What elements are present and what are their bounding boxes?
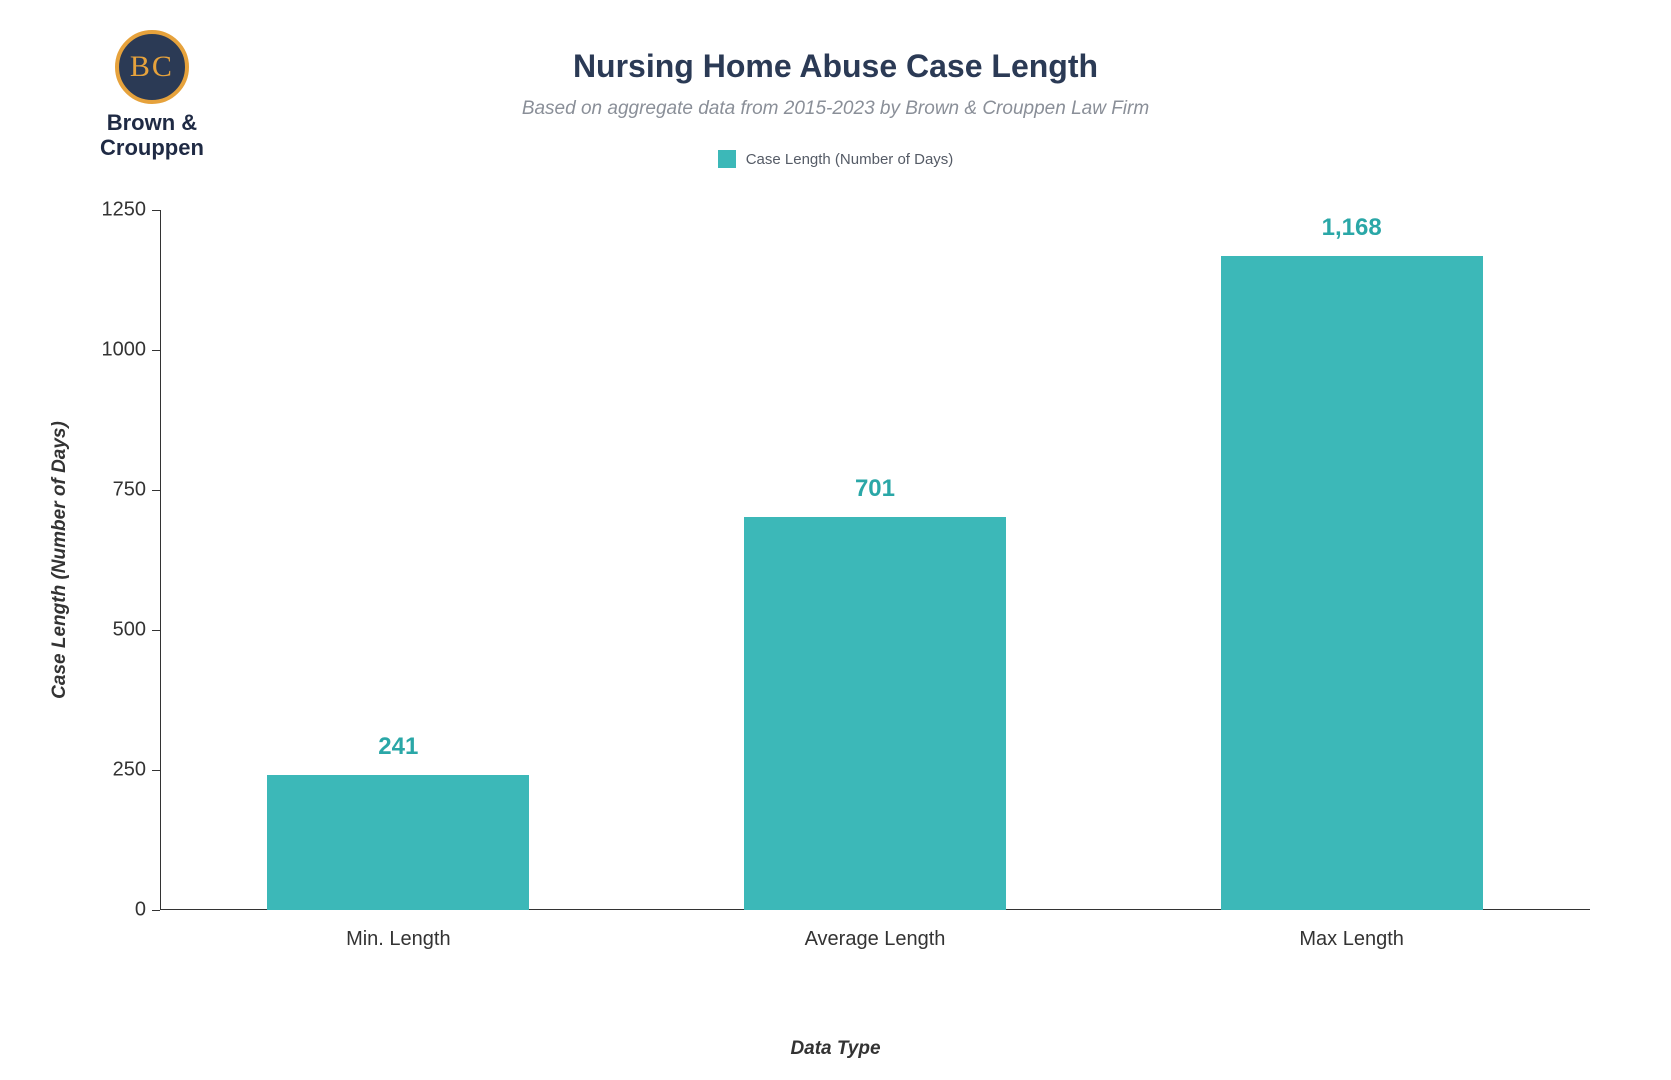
- x-axis-title: Data Type: [0, 1038, 1671, 1060]
- y-tick-mark: [152, 770, 160, 771]
- bar-value-label: 701: [855, 475, 895, 503]
- y-tick-label: 0: [135, 899, 146, 922]
- bar: 1,168: [1221, 256, 1483, 910]
- y-axis-title: Case Length (Number of Days): [49, 421, 71, 699]
- y-axis-line: [160, 210, 161, 910]
- y-tick-mark: [152, 910, 160, 911]
- chart-legend: Case Length (Number of Days): [0, 150, 1671, 168]
- y-tick-label: 1000: [102, 339, 147, 362]
- y-tick-mark: [152, 490, 160, 491]
- x-tick-label: Max Length: [1299, 928, 1404, 951]
- bar: 701: [744, 517, 1006, 910]
- legend-label: Case Length (Number of Days): [746, 151, 954, 168]
- y-tick-label: 500: [113, 619, 146, 642]
- bar-value-label: 241: [378, 733, 418, 761]
- y-tick-label: 1250: [102, 199, 147, 222]
- chart-subtitle: Based on aggregate data from 2015-2023 b…: [0, 98, 1671, 120]
- bar-value-label: 1,168: [1322, 214, 1382, 242]
- legend-swatch: [718, 150, 736, 168]
- y-tick-label: 250: [113, 759, 146, 782]
- y-tick-label: 750: [113, 479, 146, 502]
- bar: 241: [267, 775, 529, 910]
- x-tick-label: Average Length: [805, 928, 946, 951]
- y-tick-mark: [152, 630, 160, 631]
- chart-title: Nursing Home Abuse Case Length: [0, 48, 1671, 85]
- y-tick-mark: [152, 210, 160, 211]
- bar-chart: 025050075010001250241Min. Length701Avera…: [160, 210, 1590, 910]
- x-tick-label: Min. Length: [346, 928, 451, 951]
- y-tick-mark: [152, 350, 160, 351]
